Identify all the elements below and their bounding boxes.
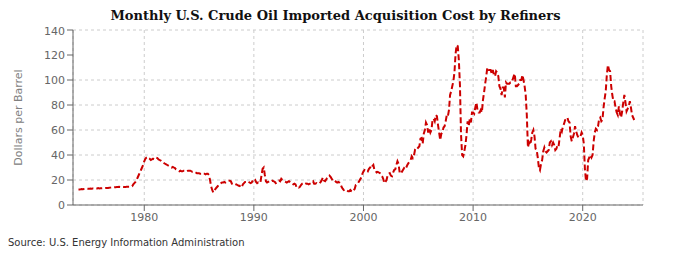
svg-text:0: 0	[58, 199, 65, 212]
svg-text:60: 60	[51, 124, 65, 137]
html-text:Monthly U.S. Crude Oil Importe: Monthly U.S. Crude Oil Imported Acquisit…	[110, 8, 561, 23]
html-text:Source: U.S. Energy Informatio: Source: U.S. Energy Information Administ…	[8, 237, 245, 248]
svg-text:140: 140	[44, 25, 65, 38]
svg-text:1980: 1980	[130, 211, 158, 224]
svg-text:80: 80	[51, 99, 65, 112]
svg-text:120: 120	[44, 49, 65, 62]
svg-text:20: 20	[51, 174, 65, 187]
svg-text:100: 100	[44, 74, 65, 87]
svg-text:2000: 2000	[349, 211, 377, 224]
svg-text:2020: 2020	[569, 211, 597, 224]
svg-text:2010: 2010	[459, 211, 487, 224]
svg-text:1990: 1990	[240, 211, 268, 224]
svg-text:Dollars per Barrel: Dollars per Barrel	[12, 69, 25, 165]
svg-text:40: 40	[51, 149, 65, 162]
